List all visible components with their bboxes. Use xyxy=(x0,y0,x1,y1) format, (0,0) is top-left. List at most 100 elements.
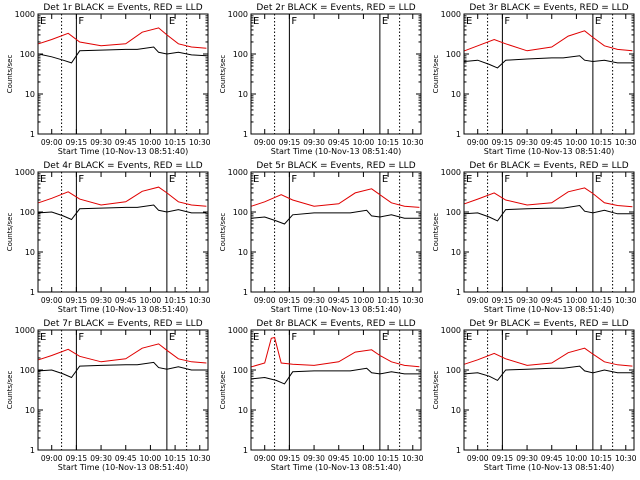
y-tick-label: 1000 xyxy=(15,168,35,177)
y-tick-label: 100 xyxy=(20,366,35,375)
x-tick-label: 10:00 xyxy=(353,454,375,463)
marker-label: F xyxy=(504,174,510,185)
x-tick-label: 09:00 xyxy=(467,138,489,147)
x-tick-label: 09:30 xyxy=(303,296,325,305)
chart-panel-7: Det 7r BLACK = Events, RED = LLD 1 10 100 10… xyxy=(6,319,211,472)
marker-label: F xyxy=(291,16,297,27)
x-tick-label: 09:15 xyxy=(66,138,88,147)
chart-title: Det 9r BLACK = Events, RED = LLD xyxy=(469,319,628,329)
y-tick-label: 1 xyxy=(243,288,248,297)
marker-label: E xyxy=(382,174,388,185)
series-line-lld xyxy=(251,336,420,368)
marker-label: E xyxy=(466,332,472,343)
plot-frame xyxy=(463,13,635,135)
y-tick-label: 1 xyxy=(30,288,35,297)
y-tick-label: 1 xyxy=(243,446,248,455)
x-tick-label: 09:15 xyxy=(492,138,514,147)
x-tick-label: 10:00 xyxy=(353,138,375,147)
x-tick-label: 09:45 xyxy=(115,296,137,305)
x-axis-label: Start Time (10-Nov-13 08:51:40) xyxy=(58,147,188,156)
y-axis-label: Counts/sec xyxy=(432,213,440,252)
chart-panel-1: Det 1r BLACK = Events, RED = LLD 1 10 100 10… xyxy=(6,3,211,156)
y-tick-label: 100 xyxy=(446,208,461,217)
chart-panel-2: Det 2r BLACK = Events, RED = LLD 1 10 100 10… xyxy=(219,3,424,156)
x-axis-label: Start Time (10-Nov-13 08:51:40) xyxy=(271,305,401,314)
plot-frame xyxy=(463,171,635,293)
x-tick-label: 10:30 xyxy=(615,138,637,147)
y-axis-label: Counts/sec xyxy=(6,55,14,94)
x-tick-label: 10:00 xyxy=(140,138,162,147)
plot-frame xyxy=(250,329,422,451)
x-tick-label: 09:15 xyxy=(66,454,88,463)
series-line-events xyxy=(38,204,207,221)
y-tick-label: 1000 xyxy=(441,326,461,335)
series-line-lld xyxy=(464,187,633,208)
y-tick-label: 10 xyxy=(238,90,248,99)
x-tick-label: 10:15 xyxy=(377,454,399,463)
x-tick-label: 10:15 xyxy=(164,454,186,463)
x-tick-label: 09:15 xyxy=(279,454,301,463)
marker-label: E xyxy=(40,16,46,27)
y-tick-label: 1 xyxy=(456,288,461,297)
marker-label: F xyxy=(504,16,510,27)
x-tick-label: 09:30 xyxy=(303,138,325,147)
x-tick-label: 10:00 xyxy=(566,138,588,147)
chart-title: Det 4r BLACK = Events, RED = LLD xyxy=(43,161,202,171)
x-axis-label: Start Time (10-Nov-13 08:51:40) xyxy=(484,305,614,314)
marker-label: F xyxy=(504,332,510,343)
plot-frame xyxy=(37,171,209,293)
x-tick-label: 09:30 xyxy=(90,296,112,305)
y-tick-label: 100 xyxy=(233,366,248,375)
x-tick-label: 09:00 xyxy=(254,454,276,463)
x-tick-label: 10:30 xyxy=(402,454,424,463)
chart-title: Det 1r BLACK = Events, RED = LLD xyxy=(43,3,202,13)
marker-label: E xyxy=(466,16,472,27)
y-tick-label: 100 xyxy=(20,50,35,59)
x-tick-label: 09:45 xyxy=(328,454,350,463)
x-tick-label: 09:15 xyxy=(492,454,514,463)
chart-panel-6: Det 6r BLACK = Events, RED = LLD 1 10 100 10… xyxy=(432,161,637,314)
x-tick-label: 10:30 xyxy=(189,454,211,463)
marker-label: F xyxy=(291,332,297,343)
x-tick-label: 09:30 xyxy=(90,138,112,147)
y-tick-label: 10 xyxy=(25,248,35,257)
x-tick-label: 09:45 xyxy=(328,296,350,305)
y-tick-label: 100 xyxy=(233,208,248,217)
x-axis-label: Start Time (10-Nov-13 08:51:40) xyxy=(484,463,614,472)
x-tick-label: 09:15 xyxy=(492,296,514,305)
x-tick-label: 10:00 xyxy=(353,296,375,305)
x-tick-label: 10:15 xyxy=(590,138,612,147)
marker-label: E xyxy=(40,174,46,185)
marker-label: E xyxy=(253,332,259,343)
y-tick-label: 1 xyxy=(456,130,461,139)
marker-label: F xyxy=(78,332,84,343)
x-tick-label: 10:00 xyxy=(566,454,588,463)
chart-panel-8: Det 8r BLACK = Events, RED = LLD 1 10 100 10… xyxy=(219,319,424,472)
x-tick-label: 09:00 xyxy=(254,296,276,305)
x-tick-label: 09:45 xyxy=(115,138,137,147)
x-tick-label: 09:00 xyxy=(41,454,63,463)
chart-title: Det 3r BLACK = Events, RED = LLD xyxy=(469,3,628,13)
chart-title: Det 7r BLACK = Events, RED = LLD xyxy=(43,319,202,329)
y-tick-label: 1 xyxy=(30,446,35,455)
x-tick-label: 09:30 xyxy=(90,454,112,463)
series-line-events xyxy=(464,204,633,222)
marker-label: E xyxy=(169,16,175,27)
marker-label: E xyxy=(382,332,388,343)
x-tick-label: 10:00 xyxy=(566,296,588,305)
y-axis-label: Counts/sec xyxy=(432,371,440,410)
series-line-lld xyxy=(464,347,633,367)
series-line-events xyxy=(464,55,633,69)
plot-frame xyxy=(37,13,209,135)
y-tick-label: 1000 xyxy=(228,168,248,177)
x-tick-label: 10:30 xyxy=(615,296,637,305)
y-tick-label: 10 xyxy=(25,406,35,415)
marker-label: E xyxy=(595,174,601,185)
x-tick-label: 10:15 xyxy=(377,138,399,147)
plot-frame xyxy=(250,171,422,293)
plot-frame xyxy=(37,329,209,451)
x-tick-label: 09:00 xyxy=(467,454,489,463)
x-tick-label: 10:30 xyxy=(402,138,424,147)
y-tick-label: 1000 xyxy=(228,10,248,19)
